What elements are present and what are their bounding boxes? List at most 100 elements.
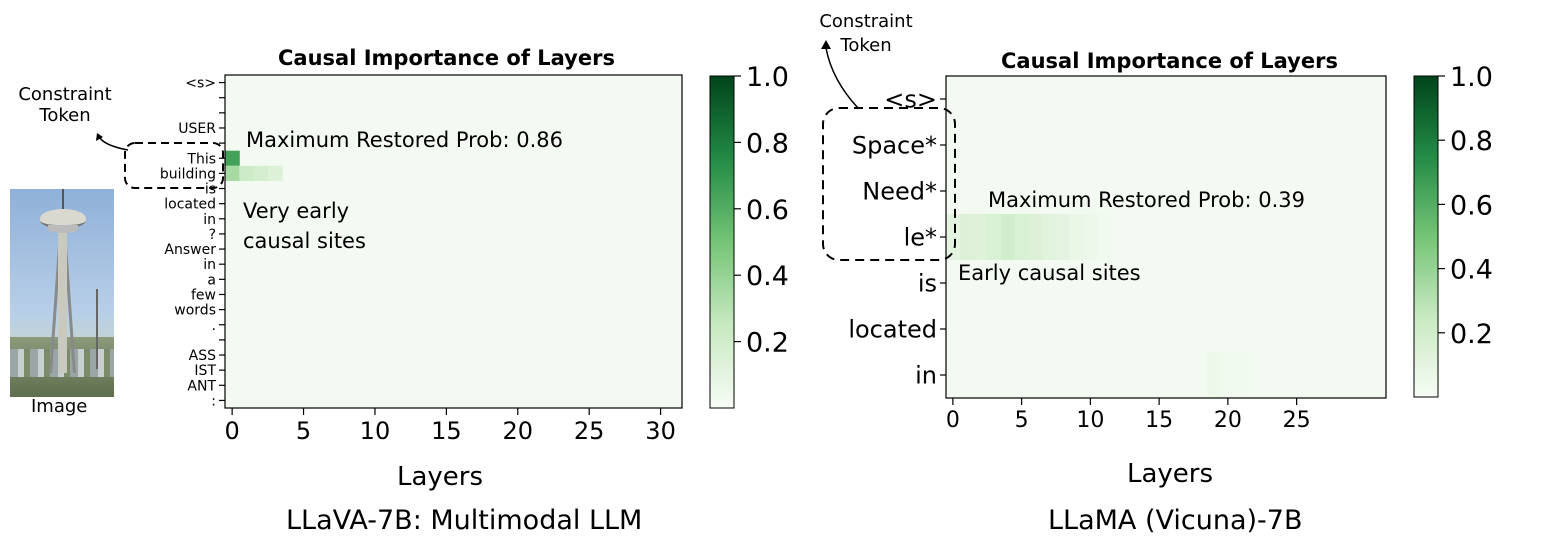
- right-ytick-label: <s>: [884, 86, 937, 114]
- left-ytick-label: ?: [209, 227, 216, 243]
- right-cell: [1014, 214, 1029, 260]
- right-cell: [1056, 214, 1071, 260]
- left-cell: [225, 150, 240, 166]
- left-ytick-label: ASS: [189, 348, 216, 364]
- right-sites-annotation: Early causal sites: [958, 261, 1141, 285]
- right-heatmap: <s> Space* Need* le* is located in 0 5 10 15 20 25: [848, 75, 1387, 433]
- right-cell: [1028, 214, 1043, 260]
- left-cbar-tick-label: 0.2: [746, 328, 789, 359]
- left-xtick-label: 20: [502, 417, 533, 445]
- left-cbar-tick-label: 0.8: [746, 128, 789, 159]
- left-sites-line2: causal sites: [243, 229, 366, 253]
- left-max-prob-annotation: Maximum Restored Prob: 0.86: [246, 128, 563, 152]
- right-cell: [973, 214, 988, 260]
- left-ytick-label: Answer: [164, 242, 216, 258]
- left-cbar-tick-label: 1.0: [746, 62, 789, 93]
- right-cbar-tick-label: 0.6: [1450, 190, 1493, 221]
- right-cell: [1069, 214, 1084, 260]
- left-ytick-label: USER: [178, 121, 216, 137]
- left-ytick-label: in: [203, 212, 216, 228]
- right-cell: [987, 214, 1002, 260]
- right-ytick-label: located: [848, 316, 937, 344]
- right-max-prob-annotation: Maximum Restored Prob: 0.39: [988, 188, 1305, 212]
- left-ytick-label: .: [212, 318, 216, 334]
- left-xtick-label: 10: [360, 417, 391, 445]
- left-cell: [253, 165, 269, 181]
- left-constraint-label: Constraint Token: [12, 84, 118, 126]
- left-frame: [224, 74, 683, 409]
- image-label: Image: [31, 396, 88, 417]
- left-plot-area: [225, 75, 682, 408]
- left-ytick-label: :: [211, 393, 216, 409]
- right-cell: [1097, 214, 1112, 260]
- left-heatmap: <s>USERThisbuildingislocatedin?Answerina…: [160, 74, 683, 445]
- left-colorbar-ticks: 0.2 0.4 0.6 0.8 1.0: [734, 62, 789, 359]
- left-constraint-label-line1: Constraint: [18, 84, 112, 105]
- left-xtick-label: 5: [296, 417, 311, 445]
- right-ytick-label: in: [915, 362, 937, 390]
- left-sites-annotation: Very early causal sites: [243, 196, 366, 256]
- left-xtick-label: 15: [431, 417, 462, 445]
- left-ytick-label: This: [186, 151, 216, 167]
- right-cell: [1083, 214, 1098, 260]
- left-ytick-label: is: [205, 182, 216, 198]
- right-constraint-box: [822, 107, 956, 261]
- left-ytick-label: <s>: [185, 76, 216, 92]
- left-cell: [239, 165, 255, 181]
- left-xtick-label: 0: [225, 417, 240, 445]
- right-cbar-tick-label: 1.0: [1450, 62, 1493, 93]
- left-ytick-label: building: [160, 166, 216, 182]
- right-cell: [1207, 352, 1222, 398]
- right-caption: LLaMA (Vicuna)-7B: [1048, 505, 1303, 536]
- right-ytick-label: Need*: [862, 178, 937, 206]
- right-xtick-label: 10: [1076, 408, 1104, 433]
- left-xlabel: Layers: [397, 462, 484, 492]
- right-xtick-label: 0: [946, 408, 960, 433]
- right-ytick-label: le*: [904, 224, 937, 252]
- left-ytick-label: IST: [194, 363, 216, 379]
- right-chart-title: Causal Importance of Layers: [1001, 49, 1338, 73]
- left-cell: [225, 165, 240, 181]
- left-xtick-label: 25: [574, 417, 605, 445]
- right-cbar-tick-label: 0.4: [1450, 255, 1493, 286]
- left-ytick-label: words: [174, 303, 216, 319]
- right-constraint-arrow: [825, 47, 859, 109]
- right-xtick-label: 25: [1283, 408, 1311, 433]
- right-constraint-label: Constraint Token: [815, 10, 917, 58]
- left-colorbar: [709, 75, 735, 409]
- right-cell: [1001, 214, 1016, 260]
- right-cell: [1234, 352, 1249, 398]
- right-cell: [1221, 352, 1236, 398]
- left-ytick-label: in: [203, 257, 216, 273]
- right-xtick-label: 5: [1015, 408, 1029, 433]
- left-ytick-label: located: [164, 197, 216, 213]
- left-cell: [267, 165, 283, 181]
- right-constraint-label-line1: Constraint: [819, 11, 913, 32]
- right-cell: [1042, 214, 1057, 260]
- right-xtick-label: 20: [1214, 408, 1242, 433]
- left-constraint-arrow: [99, 137, 129, 151]
- right-cell: [946, 214, 961, 260]
- left-sites-line1: Very early: [243, 199, 350, 223]
- right-constraint-label-line2: Token: [840, 35, 892, 56]
- left-cbar-tick-label: 0.6: [746, 195, 789, 226]
- left-chart-title: Causal Importance of Layers: [278, 46, 615, 70]
- right-xlabel: Layers: [1127, 459, 1214, 489]
- right-colorbar-ticks: 0.2 0.4 0.6 0.8 1.0: [1438, 62, 1493, 350]
- left-caption: LLaVA-7B: Multimodal LLM: [286, 505, 643, 536]
- right-ytick-label: Space*: [852, 132, 937, 160]
- left-constraint-box: [124, 142, 224, 189]
- right-cbar-tick-label: 0.2: [1450, 319, 1493, 350]
- right-arrow-head: [821, 40, 831, 49]
- left-arrow-head: [96, 133, 103, 141]
- left-ytick-label: few: [191, 288, 216, 304]
- left-ytick-label: a: [207, 272, 216, 288]
- left-constraint-label-line2: Token: [39, 105, 91, 126]
- space-needle-image: [10, 189, 114, 397]
- right-ytick-label: is: [918, 270, 937, 298]
- right-cell: [959, 214, 974, 260]
- right-cbar-tick-label: 0.8: [1450, 126, 1493, 157]
- right-colorbar: [1413, 75, 1439, 398]
- left-ytick-label: ANT: [187, 378, 216, 394]
